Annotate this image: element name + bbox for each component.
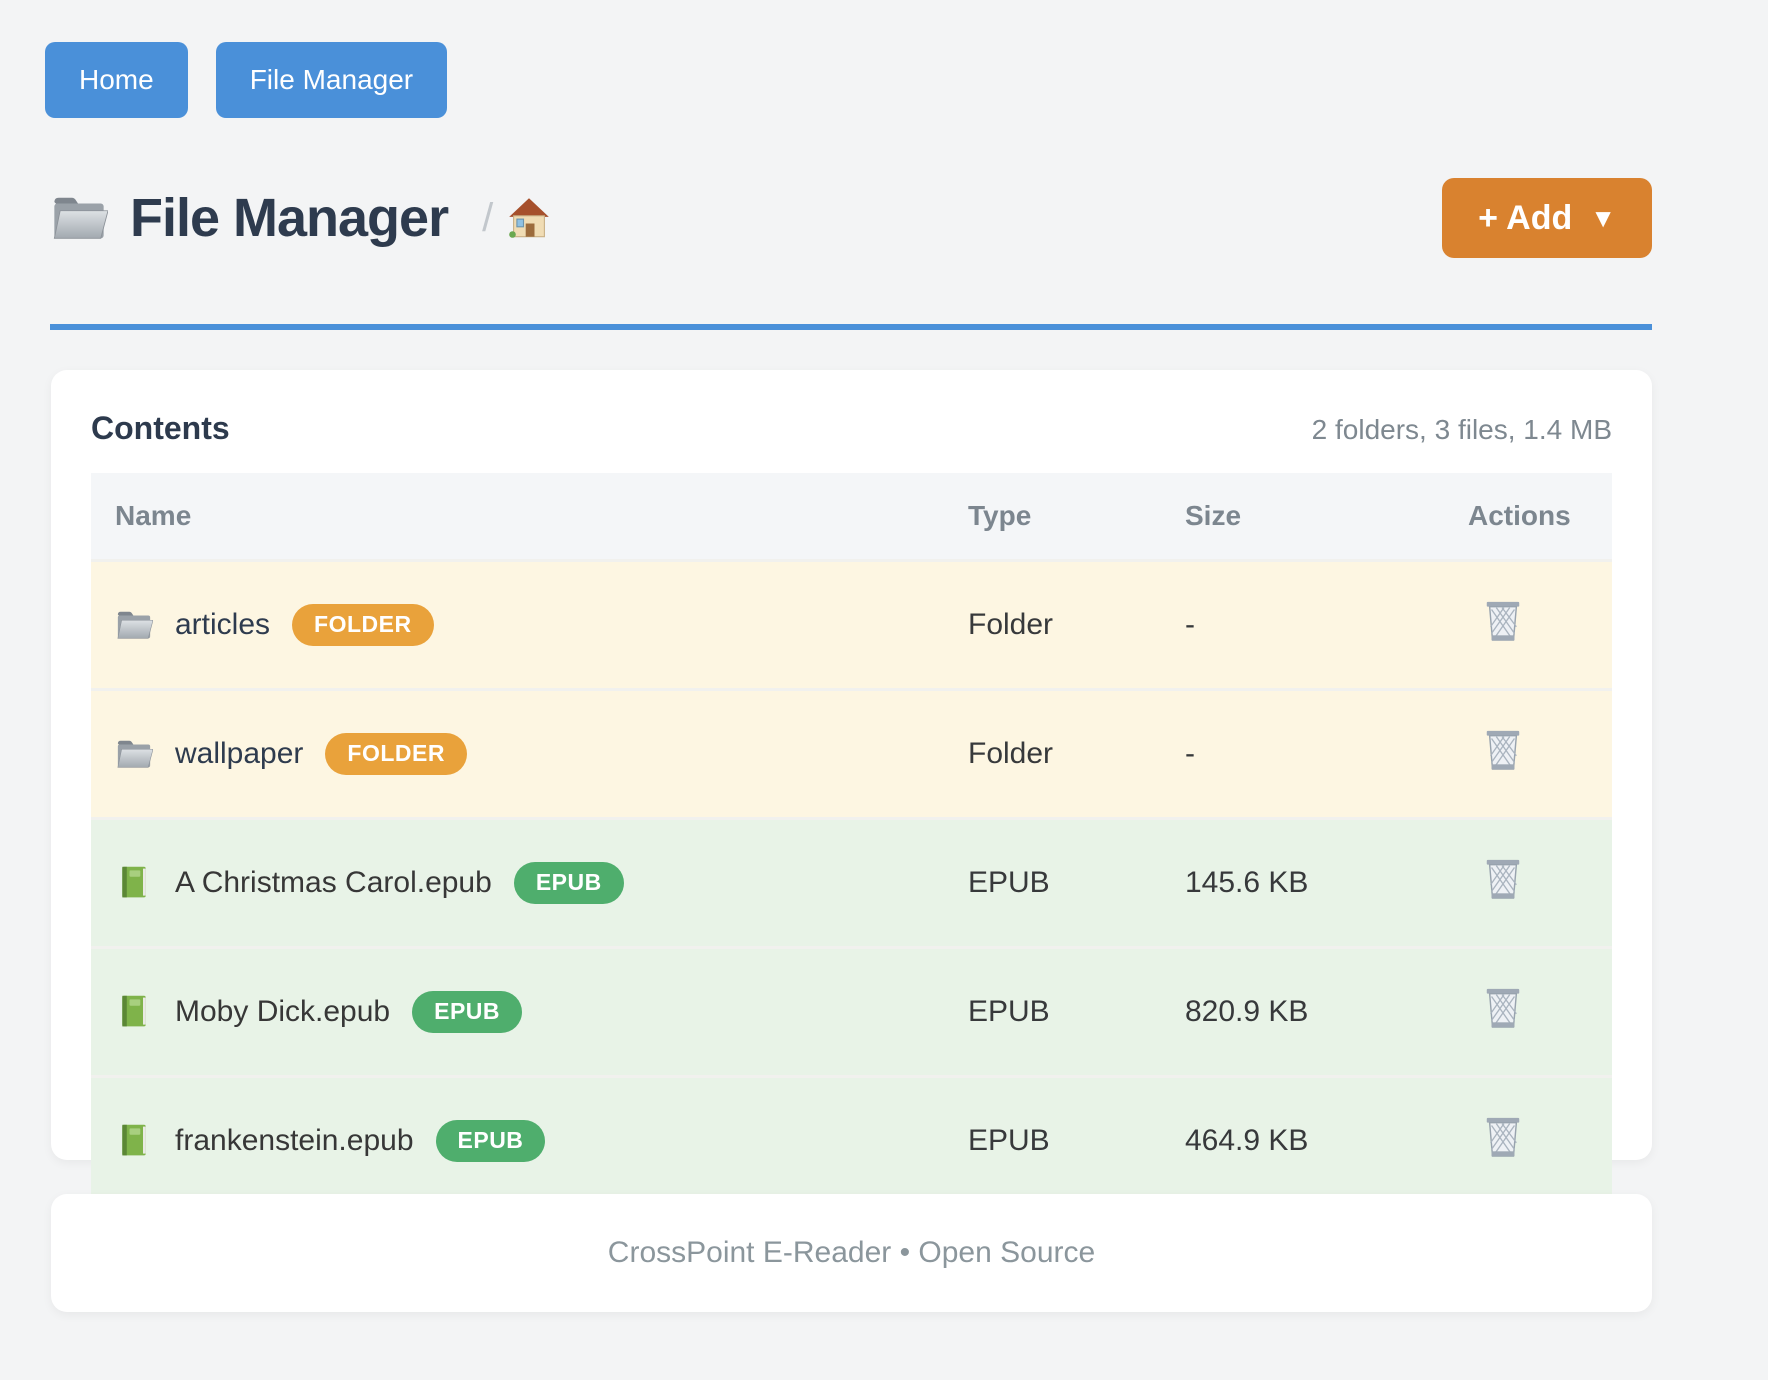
table-row: A Christmas Carol.epub EPUB EPUB 145.6 K… <box>91 817 1612 946</box>
house-icon[interactable] <box>507 196 551 240</box>
cell-type: EPUB <box>944 946 1161 1075</box>
cell-actions <box>1444 688 1612 817</box>
cell-type: EPUB <box>944 817 1161 946</box>
breadcrumb: / <box>482 196 551 241</box>
cell-name: wallpaper FOLDER <box>91 688 944 817</box>
file-table: Name Type Size Actions articles FOLDER F… <box>91 473 1612 1204</box>
folder-icon <box>53 197 108 239</box>
folder-name-link[interactable]: wallpaper <box>175 737 304 770</box>
folder-badge: FOLDER <box>292 604 434 646</box>
table-row: wallpaper FOLDER Folder - <box>91 688 1612 817</box>
cell-actions <box>1444 946 1612 1075</box>
folder-badge: FOLDER <box>325 733 467 775</box>
contents-card-header: Contents 2 folders, 3 files, 1.4 MB <box>91 410 1612 447</box>
cell-name: A Christmas Carol.epub EPUB <box>91 817 944 946</box>
cell-actions <box>1444 1075 1612 1204</box>
delete-button[interactable] <box>1468 727 1524 773</box>
cell-size: 464.9 KB <box>1161 1075 1444 1204</box>
column-header-type: Type <box>944 473 1161 559</box>
breadcrumb-separator: / <box>482 195 494 240</box>
contents-heading: Contents <box>91 410 230 446</box>
file-name: frankenstein.epub <box>175 1124 414 1157</box>
trash-icon <box>1486 1117 1520 1157</box>
table-row: frankenstein.epub EPUB EPUB 464.9 KB <box>91 1075 1612 1204</box>
cell-size: 145.6 KB <box>1161 817 1444 946</box>
folder-name-link[interactable]: articles <box>175 608 271 641</box>
add-button-label: + Add <box>1478 199 1573 237</box>
delete-button[interactable] <box>1468 598 1524 644</box>
delete-button[interactable] <box>1468 985 1524 1031</box>
folder-icon <box>117 611 153 639</box>
chevron-down-icon: ▼ <box>1590 203 1616 233</box>
file-name: A Christmas Carol.epub <box>175 866 492 899</box>
table-row: articles FOLDER Folder - <box>91 559 1612 688</box>
trash-icon <box>1486 859 1520 899</box>
footer-card: CrossPoint E-Reader • Open Source <box>51 1194 1652 1312</box>
table-row: Moby Dick.epub EPUB EPUB 820.9 KB <box>91 946 1612 1075</box>
cell-name: articles FOLDER <box>91 559 944 688</box>
contents-summary: 2 folders, 3 files, 1.4 MB <box>1311 414 1612 445</box>
delete-button[interactable] <box>1468 856 1524 902</box>
nav-file-manager-button[interactable]: File Manager <box>215 42 448 118</box>
footer-text: CrossPoint E-Reader • Open Source <box>607 1236 1096 1269</box>
cell-name: Moby Dick.epub EPUB <box>91 946 944 1075</box>
nav-home-button[interactable]: Home <box>45 42 188 118</box>
file-name: Moby Dick.epub <box>175 995 391 1028</box>
delete-button[interactable] <box>1468 1114 1524 1160</box>
cell-name: frankenstein.epub EPUB <box>91 1075 944 1204</box>
contents-card: Contents 2 folders, 3 files, 1.4 MB Name… <box>51 370 1652 1204</box>
page-title: File Manager <box>130 188 449 248</box>
epub-badge: EPUB <box>412 991 523 1033</box>
column-header-actions: Actions <box>1444 473 1612 559</box>
epub-badge: EPUB <box>513 862 624 904</box>
folder-icon <box>117 740 153 768</box>
cell-type: Folder <box>944 559 1161 688</box>
book-icon <box>122 866 146 898</box>
trash-icon <box>1486 988 1520 1028</box>
cell-type: Folder <box>944 688 1161 817</box>
table-header-row: Name Type Size Actions <box>91 473 1612 559</box>
cell-actions <box>1444 817 1612 946</box>
epub-badge: EPUB <box>435 1120 546 1162</box>
book-icon <box>122 1124 146 1156</box>
cell-size: - <box>1161 559 1444 688</box>
cell-actions <box>1444 559 1612 688</box>
add-button[interactable]: + Add ▼ <box>1442 178 1652 258</box>
top-nav: Home File Manager <box>45 42 448 118</box>
title-divider <box>50 324 1652 330</box>
column-header-size: Size <box>1161 473 1444 559</box>
cell-size: 820.9 KB <box>1161 946 1444 1075</box>
trash-icon <box>1486 730 1520 770</box>
book-icon <box>122 995 146 1027</box>
column-header-name: Name <box>91 473 944 559</box>
trash-icon <box>1486 601 1520 641</box>
page-header: File Manager / + Add ▼ <box>50 178 1652 258</box>
cell-type: EPUB <box>944 1075 1161 1204</box>
cell-size: - <box>1161 688 1444 817</box>
